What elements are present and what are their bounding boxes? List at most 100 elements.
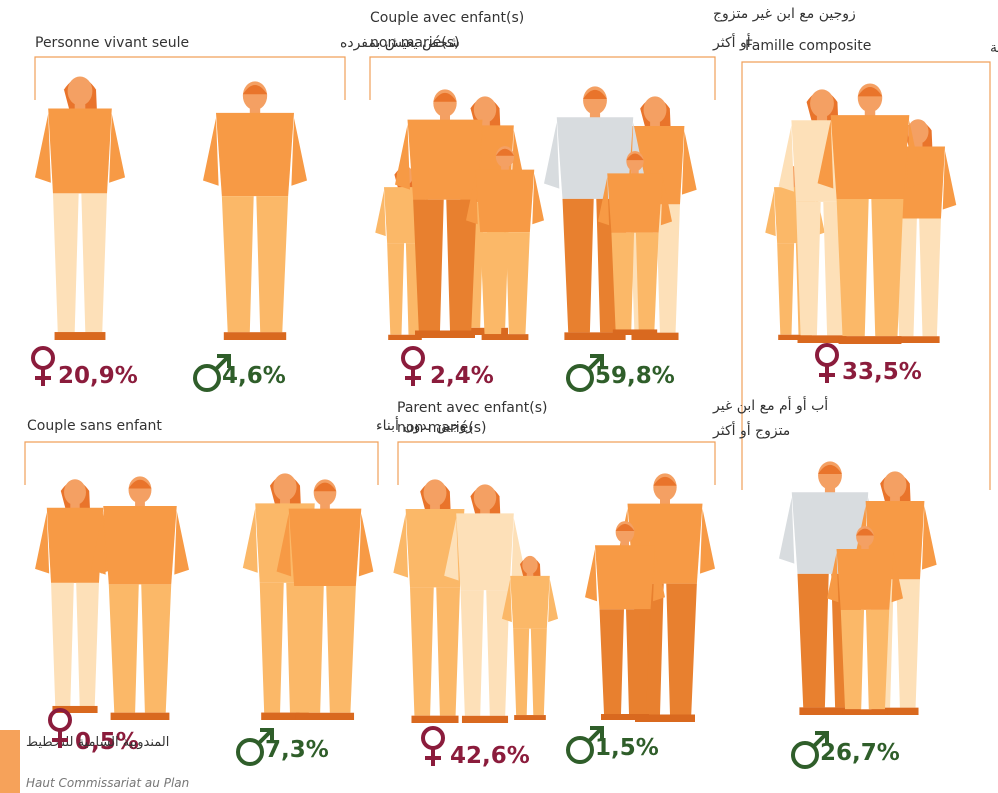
arms: [501, 579, 559, 623]
shoes: [564, 332, 626, 340]
shoes: [223, 332, 287, 340]
hair: [653, 476, 677, 486]
hair: [626, 153, 644, 161]
head: [810, 89, 834, 118]
hair: [615, 523, 635, 531]
head: [473, 484, 497, 511]
male-percent: 1,5%: [595, 735, 659, 761]
legs: [836, 198, 904, 337]
female-symbol: [421, 726, 445, 750]
shoes: [896, 336, 940, 343]
torso: [46, 507, 104, 583]
label-ar: زوجين مع ابن غير متزوج: [713, 6, 856, 22]
shoes: [415, 330, 475, 338]
person: [613, 96, 697, 340]
person: [466, 146, 544, 340]
shoes: [388, 334, 422, 340]
shoes: [601, 714, 649, 720]
torso: [216, 112, 294, 197]
gender-symbols: [31, 343, 839, 769]
shoes: [295, 712, 355, 720]
label-fr: Parent avec enfant(s): [397, 400, 547, 416]
hair: [433, 92, 457, 102]
legs: [413, 199, 477, 331]
person: [501, 555, 559, 720]
male-symbol: [256, 728, 274, 746]
person: [35, 479, 115, 713]
female-symbol: [401, 346, 425, 370]
arms: [598, 177, 672, 226]
male-percent: 59,8%: [595, 363, 675, 389]
head: [883, 471, 907, 499]
shoes: [461, 715, 509, 723]
label-ar: أب أو أم مع ابن غير: [712, 396, 828, 414]
label-fr: Couple sans enfant: [27, 418, 162, 434]
arms: [203, 118, 307, 186]
hair: [856, 528, 874, 536]
male-symbol: [811, 731, 829, 749]
panel-frame: [34, 56, 346, 100]
legs: [513, 628, 547, 716]
torso: [836, 549, 894, 610]
arms: [444, 518, 526, 581]
label-ar: أو أكثر: [712, 33, 751, 51]
head: [64, 479, 86, 506]
female-percent: 0,5%: [75, 729, 139, 755]
person: [585, 521, 665, 720]
person: [598, 151, 672, 335]
hair: [495, 148, 515, 156]
arms: [817, 120, 923, 189]
logo-bar: [0, 730, 20, 793]
shoes: [411, 715, 459, 723]
male-symbol: [586, 354, 604, 372]
torso: [407, 119, 483, 200]
legs: [410, 587, 460, 716]
shoes: [54, 332, 106, 340]
shoes: [871, 707, 919, 715]
shoes: [842, 709, 888, 715]
torso: [510, 575, 550, 629]
head: [473, 96, 497, 123]
legs: [480, 232, 530, 335]
arms: [91, 510, 189, 575]
legs: [840, 609, 890, 710]
person: [395, 89, 495, 338]
person: [444, 484, 526, 723]
torso: [288, 508, 362, 587]
female-symbol: [35, 368, 51, 386]
shoes: [631, 332, 679, 340]
label-fr: Famille composite: [745, 38, 871, 54]
person: [276, 479, 374, 720]
legs: [460, 590, 510, 716]
head: [643, 96, 667, 124]
female-symbol: [425, 748, 441, 766]
panel-frame: [397, 441, 716, 485]
torso: [595, 545, 655, 610]
shoes: [481, 334, 529, 340]
legs: [51, 582, 99, 706]
footer-ar: المندوبية السامية للتخطيط: [26, 735, 169, 750]
label-ar: زوجين بدون أبناء: [376, 416, 473, 434]
legs: [108, 584, 172, 713]
hair: [242, 85, 268, 95]
legs: [562, 198, 628, 333]
shoes: [635, 714, 695, 722]
male-symbol: [566, 364, 594, 392]
female-symbol: [819, 365, 835, 383]
male-symbol: [566, 736, 594, 764]
hair: [313, 482, 337, 492]
hair: [128, 479, 152, 489]
shoes: [261, 712, 309, 720]
female-symbol: [815, 343, 839, 367]
legs: [599, 609, 651, 714]
figures: [34, 76, 957, 723]
head: [273, 473, 297, 501]
torso: [607, 173, 663, 233]
female-symbol: [52, 730, 68, 748]
male-percent: 26,7%: [820, 740, 900, 766]
torso: [103, 505, 177, 585]
shoes: [838, 336, 902, 344]
head: [67, 76, 93, 106]
label-fr: non marié(s): [397, 420, 486, 436]
male-symbol: [586, 726, 604, 744]
